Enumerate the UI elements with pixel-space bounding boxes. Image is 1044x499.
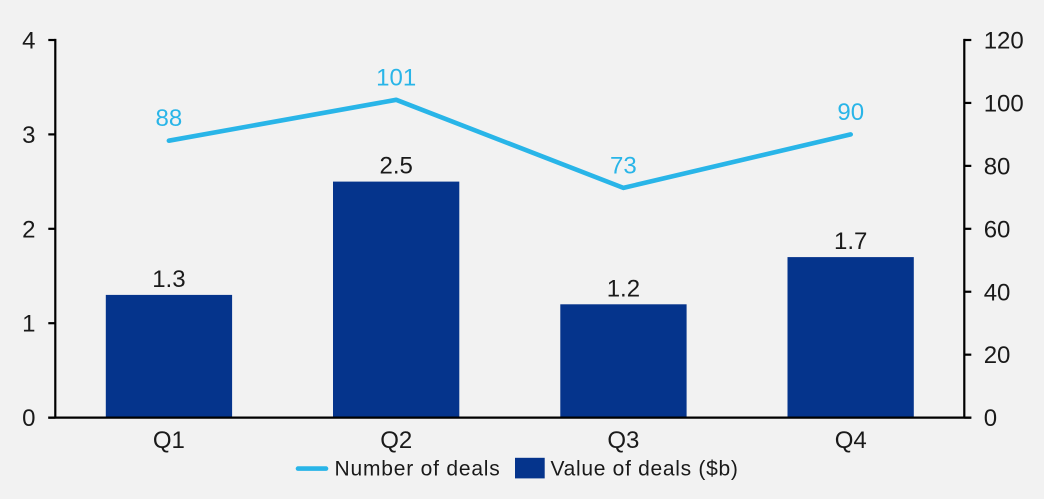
legend-label-bar: Value of deals ($b) xyxy=(551,458,739,481)
bar-value-label: 2.5 xyxy=(380,153,413,180)
left-axis-tick-label: 0 xyxy=(22,405,35,432)
bar-q4 xyxy=(787,257,914,418)
left-axis-tick-label: 1 xyxy=(22,311,35,338)
category-label-q2: Q2 xyxy=(380,427,412,454)
bar-q2 xyxy=(333,181,460,418)
bar-value-label: 1.3 xyxy=(152,266,185,293)
right-axis-tick-label: 0 xyxy=(984,405,997,432)
right-axis-tick-label: 20 xyxy=(984,342,1011,369)
right-axis-tick-label: 80 xyxy=(984,153,1011,180)
right-axis-tick-label: 120 xyxy=(984,28,1024,55)
line-value-label: 73 xyxy=(610,152,637,179)
left-axis-tick-label: 3 xyxy=(22,122,35,149)
line-value-label: 90 xyxy=(837,99,864,126)
line-value-label: 88 xyxy=(156,105,183,132)
right-axis-tick-label: 60 xyxy=(984,216,1011,243)
bar-q1 xyxy=(105,294,233,418)
legend-bar-swatch xyxy=(515,457,545,479)
line-value-label: 101 xyxy=(376,64,416,91)
bar-q3 xyxy=(560,304,687,418)
bar-value-label: 1.2 xyxy=(607,275,640,302)
bar-value-label: 1.7 xyxy=(834,228,867,255)
right-axis-tick-label: 40 xyxy=(984,279,1011,306)
right-axis-tick-label: 100 xyxy=(984,90,1024,117)
left-axis-tick-label: 4 xyxy=(22,28,35,55)
category-label-q3: Q3 xyxy=(607,427,639,454)
legend-label-line: Number of deals xyxy=(335,458,501,481)
category-label-q1: Q1 xyxy=(153,427,185,454)
line-series xyxy=(166,97,854,191)
category-label-q4: Q4 xyxy=(835,427,867,454)
left-axis-tick-label: 2 xyxy=(22,216,35,243)
